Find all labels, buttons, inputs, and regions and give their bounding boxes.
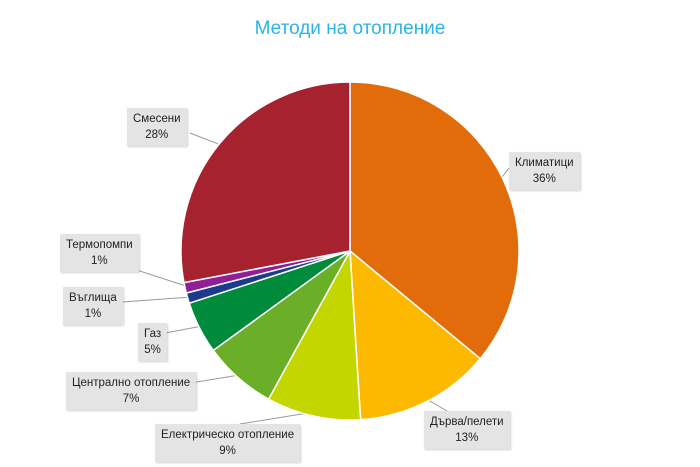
label-vaglishta: Въглища 1% bbox=[63, 287, 123, 325]
label-gaz: Газ 5% bbox=[138, 323, 168, 361]
label-smeseni: Смесени 28% bbox=[127, 108, 187, 146]
slice-climatici bbox=[349, 81, 520, 360]
leader-line-smeseni bbox=[189, 132, 224, 147]
chart-title: Методи на отопление bbox=[254, 18, 446, 39]
label-climatici: Климатици 36% bbox=[509, 152, 580, 190]
slice-smeseni bbox=[180, 81, 351, 284]
slice-elektrichesko bbox=[267, 248, 362, 421]
leader-line-elektrichesko bbox=[239, 411, 315, 425]
label-elektrichesko: Електрическо отопление 9% bbox=[155, 424, 301, 462]
label-termopompi: Термопомпи 1% bbox=[60, 234, 139, 272]
slice-darva-peleti bbox=[349, 249, 482, 421]
leader-line-gaz bbox=[159, 325, 204, 335]
label-centralno: Централно отопление 7% bbox=[66, 372, 197, 410]
label-darva-peleti: Дърва/пелети 13% bbox=[424, 411, 510, 449]
